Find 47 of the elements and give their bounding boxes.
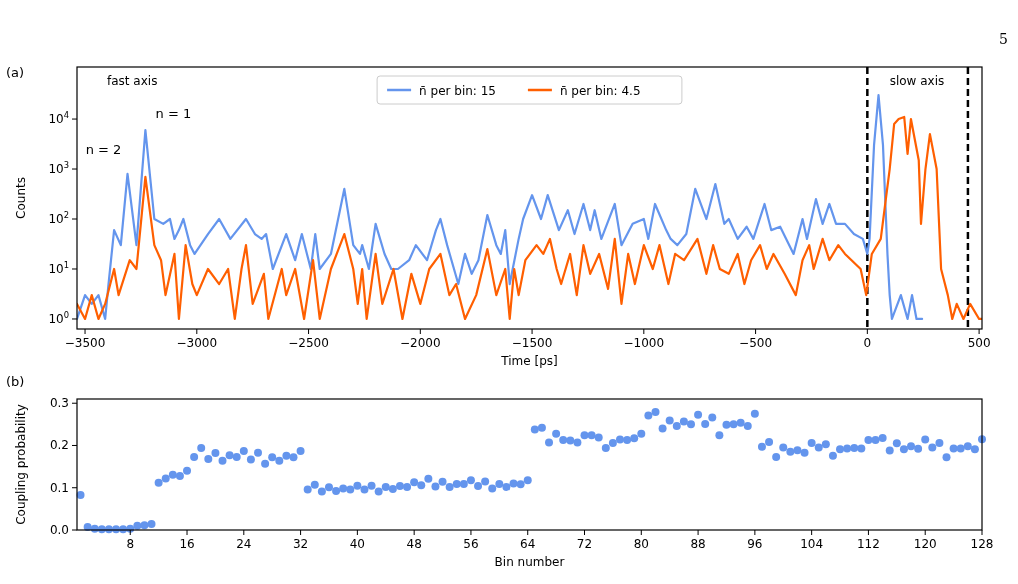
y-tick-label: 10$^{4}$ xyxy=(48,110,69,127)
x-tick-label: 96 xyxy=(747,537,763,551)
y-tick-label: 0.1 xyxy=(49,480,69,495)
x-tick-label: 104 xyxy=(800,537,824,551)
x-tick-label: 40 xyxy=(349,537,366,551)
annotation: n = 2 xyxy=(85,141,122,157)
y-tick-label: 10$^{2}$ xyxy=(48,210,69,227)
x-tick-label: −3500 xyxy=(64,336,106,350)
annotation: n = 1 xyxy=(155,106,192,122)
y-axis-title: Coupling probability xyxy=(14,404,28,525)
annotation: fast axis xyxy=(107,74,158,88)
y-tick-label: 0.0 xyxy=(49,523,69,537)
y-axis-title: Counts xyxy=(14,177,28,219)
x-tick-label: −2500 xyxy=(288,336,329,350)
x-tick-label: 120 xyxy=(913,537,937,551)
y-tick-label: 10$^{1}$ xyxy=(48,259,69,276)
x-tick-label: −1000 xyxy=(623,336,665,350)
x-tick-label: 0 xyxy=(863,336,872,350)
y-tick-label: 0.3 xyxy=(49,396,69,411)
x-tick-label: 16 xyxy=(179,537,195,551)
x-tick-label: −1500 xyxy=(511,336,553,350)
legend-label: n̄ per bin: 4.5 xyxy=(559,83,641,98)
x-tick-label: 64 xyxy=(520,537,536,551)
x-tick-label: 500 xyxy=(967,336,991,350)
x-tick-label: −500 xyxy=(739,336,773,350)
y-tick-label: 0.2 xyxy=(49,438,69,453)
x-tick-label: 24 xyxy=(236,537,252,551)
x-tick-label: 8 xyxy=(126,537,135,551)
legend-label: n̄ per bin: 15 xyxy=(419,83,496,98)
y-tick-label: 10$^{0}$ xyxy=(48,309,69,326)
x-axis-title: Bin number xyxy=(494,555,565,569)
x-tick-label: 128 xyxy=(970,537,994,551)
text: 5 xyxy=(999,31,1008,47)
x-tick-label: 72 xyxy=(576,537,593,551)
x-tick-label: −2000 xyxy=(400,336,441,350)
y-tick-label: 10$^{3}$ xyxy=(48,160,69,177)
x-tick-label: 112 xyxy=(856,537,880,551)
x-tick-label: 56 xyxy=(463,537,479,551)
x-axis-title: Time [ps] xyxy=(500,354,558,368)
x-tick-label: 32 xyxy=(292,537,309,551)
x-tick-label: 80 xyxy=(633,537,649,551)
annotation: slow axis xyxy=(889,74,945,88)
x-tick-label: 88 xyxy=(690,537,706,551)
x-tick-label: 48 xyxy=(406,537,422,551)
text: (b) xyxy=(6,374,25,389)
x-tick-label: −3000 xyxy=(176,336,218,350)
text: (a) xyxy=(6,65,25,80)
